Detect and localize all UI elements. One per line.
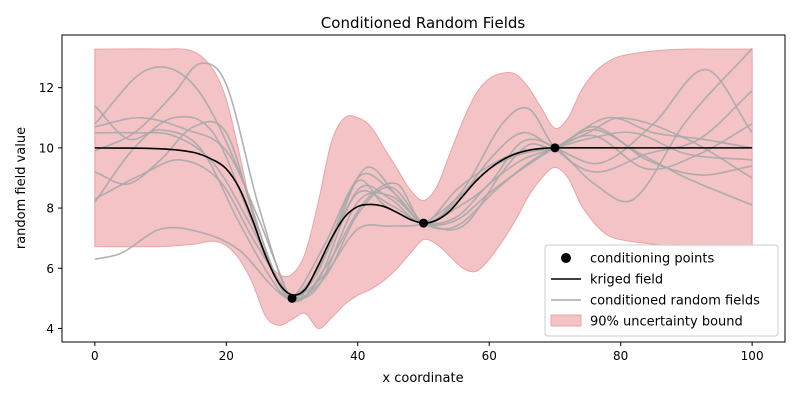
random-field-line-6	[94, 131, 753, 300]
conditioning-point-3	[550, 143, 560, 153]
conditioning-point-2	[419, 218, 428, 228]
x-tick-label: 60	[482, 349, 497, 363]
legend: conditioning points kriged field conditi…	[544, 244, 779, 337]
x-tick-label: 20	[219, 349, 234, 363]
y-axis-label: random field value	[14, 127, 29, 249]
legend-patch-uncertainty	[550, 314, 582, 327]
random-field-line-8	[94, 129, 753, 300]
x-axis-label: x coordinate	[382, 371, 463, 386]
x-tick-label: 0	[91, 349, 99, 363]
y-tick-label: 4	[46, 322, 54, 336]
random-field-line-7	[94, 125, 753, 300]
kriged-field-line	[94, 146, 753, 296]
legend-label-kriged-field: kriged field	[590, 273, 663, 288]
x-tick-label: 100	[741, 349, 764, 363]
random-field-line-1	[94, 66, 753, 303]
legend-label-conditioning-points: conditioning points	[590, 252, 714, 267]
x-tick-label: 40	[350, 349, 365, 363]
y-tick-label: 12	[39, 81, 54, 95]
legend-frame	[544, 244, 779, 337]
y-tick-label: 6	[46, 262, 54, 276]
chart-title: Conditioned Random Fields	[321, 14, 526, 32]
random-field-line-5	[94, 68, 753, 300]
conditioning-point-1	[287, 293, 297, 303]
legend-label-uncertainty: 90% uncertainty bound	[590, 315, 743, 330]
plot-frame	[61, 34, 786, 343]
x-tick-label: 80	[613, 349, 628, 363]
y-tick-label: 10	[39, 141, 54, 155]
y-tick-label: 8	[46, 202, 54, 216]
random-field-line-2	[94, 62, 753, 302]
random-field-line-9	[94, 116, 753, 300]
random-field-line-4	[94, 116, 753, 303]
legend-marker-conditioning-points	[561, 253, 571, 263]
legend-label-random-fields: conditioned random fields	[590, 294, 760, 309]
